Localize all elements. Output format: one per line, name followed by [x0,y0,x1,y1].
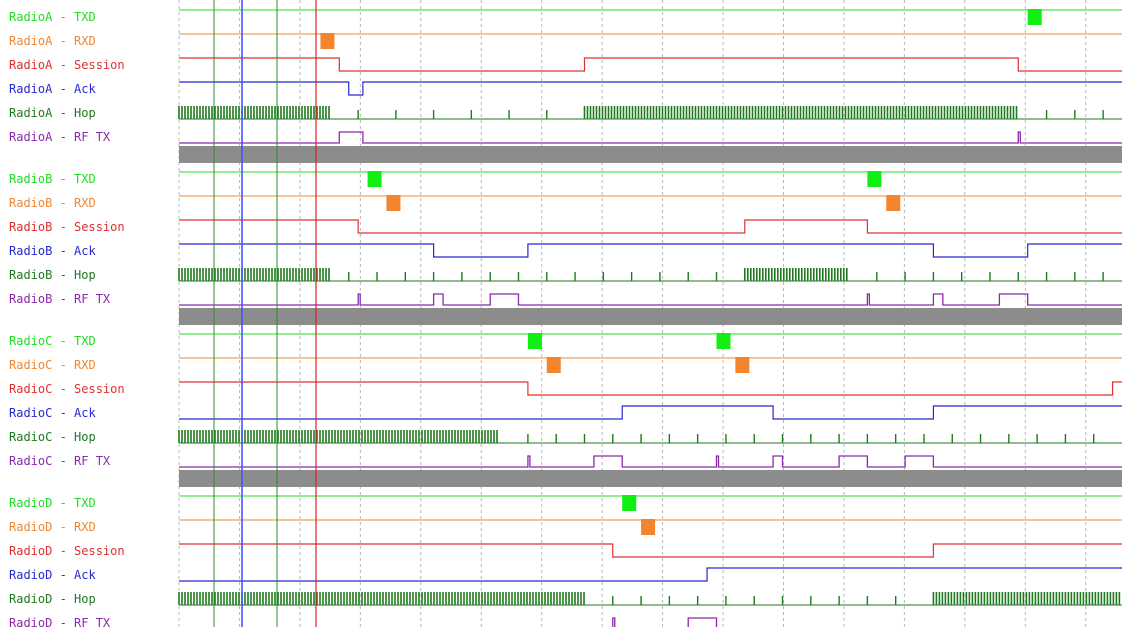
label-radiob-hop: RadioB - Hop [9,268,96,282]
signal-label-column: RadioA - TXD RadioA - RXD RadioA - Sessi… [0,0,178,630]
label-radiob-rxd: RadioB - RXD [9,196,96,210]
label-radiod-ack: RadioD - Ack [9,568,96,582]
radiod-session-wave [179,543,1122,558]
label-radiob-ack: RadioB - Ack [9,244,96,258]
label-radiob-session: RadioB - Session [9,220,125,234]
label-radioc-rftx: RadioC - RF TX [9,454,111,468]
label-radiod-rxd: RadioD - RXD [9,520,96,534]
radioa-rxd-pulse [320,33,335,49]
group-separator [179,146,1122,163]
radiob-txd-pulse [367,171,382,187]
label-radioa-txd: RadioA - TXD [9,10,96,24]
radiob-ack-wave [179,243,1122,258]
label-radiob-rftx: RadioB - RF TX [9,292,111,306]
label-radiob-txd: RadioB - TXD [9,172,96,186]
radioa-rftx-wave [179,131,1122,144]
radioc-rxd-pulse [735,357,750,373]
radioc-ack-wave [179,405,1122,420]
radiod-rftx-wave [612,617,718,627]
label-radioc-txd: RadioC - TXD [9,334,96,348]
radioc-rftx-wave [179,455,1122,468]
label-radioc-ack: RadioC - Ack [9,406,96,420]
label-radioa-rxd: RadioA - RXD [9,34,96,48]
label-radiod-hop: RadioD - Hop [9,592,96,606]
label-radioa-hop: RadioA - Hop [9,106,96,120]
radioa-txd-pulse [1027,9,1042,25]
radiob-rxd-pulse [386,195,401,211]
radioc-txd-pulse [716,333,731,349]
radiod-ack-wave [179,567,1122,582]
label-radioc-hop: RadioC - Hop [9,430,96,444]
label-radioa-ack: RadioA - Ack [9,82,96,96]
radiod-txd-pulse [622,495,637,511]
label-radioa-session: RadioA - Session [9,58,125,72]
group-separator [179,308,1122,325]
label-radioa-rftx: RadioA - RF TX [9,130,111,144]
label-radiod-session: RadioD - Session [9,544,125,558]
radioc-session-wave [179,381,1122,396]
radiob-session-wave [179,219,1122,234]
label-radioc-session: RadioC - Session [9,382,125,396]
radioc-txd-pulse [527,333,542,349]
radiob-rxd-pulse [886,195,901,211]
label-radioc-rxd: RadioC - RXD [9,358,96,372]
radioc-rxd-pulse [546,357,561,373]
radioa-ack-wave [179,81,1122,96]
radiod-rxd-pulse [641,519,656,535]
label-radiod-txd: RadioD - TXD [9,496,96,510]
radiob-txd-pulse [867,171,882,187]
radiob-rftx-wave [179,293,1122,306]
radioa-session-wave [179,57,1122,72]
group-separator [179,470,1122,487]
